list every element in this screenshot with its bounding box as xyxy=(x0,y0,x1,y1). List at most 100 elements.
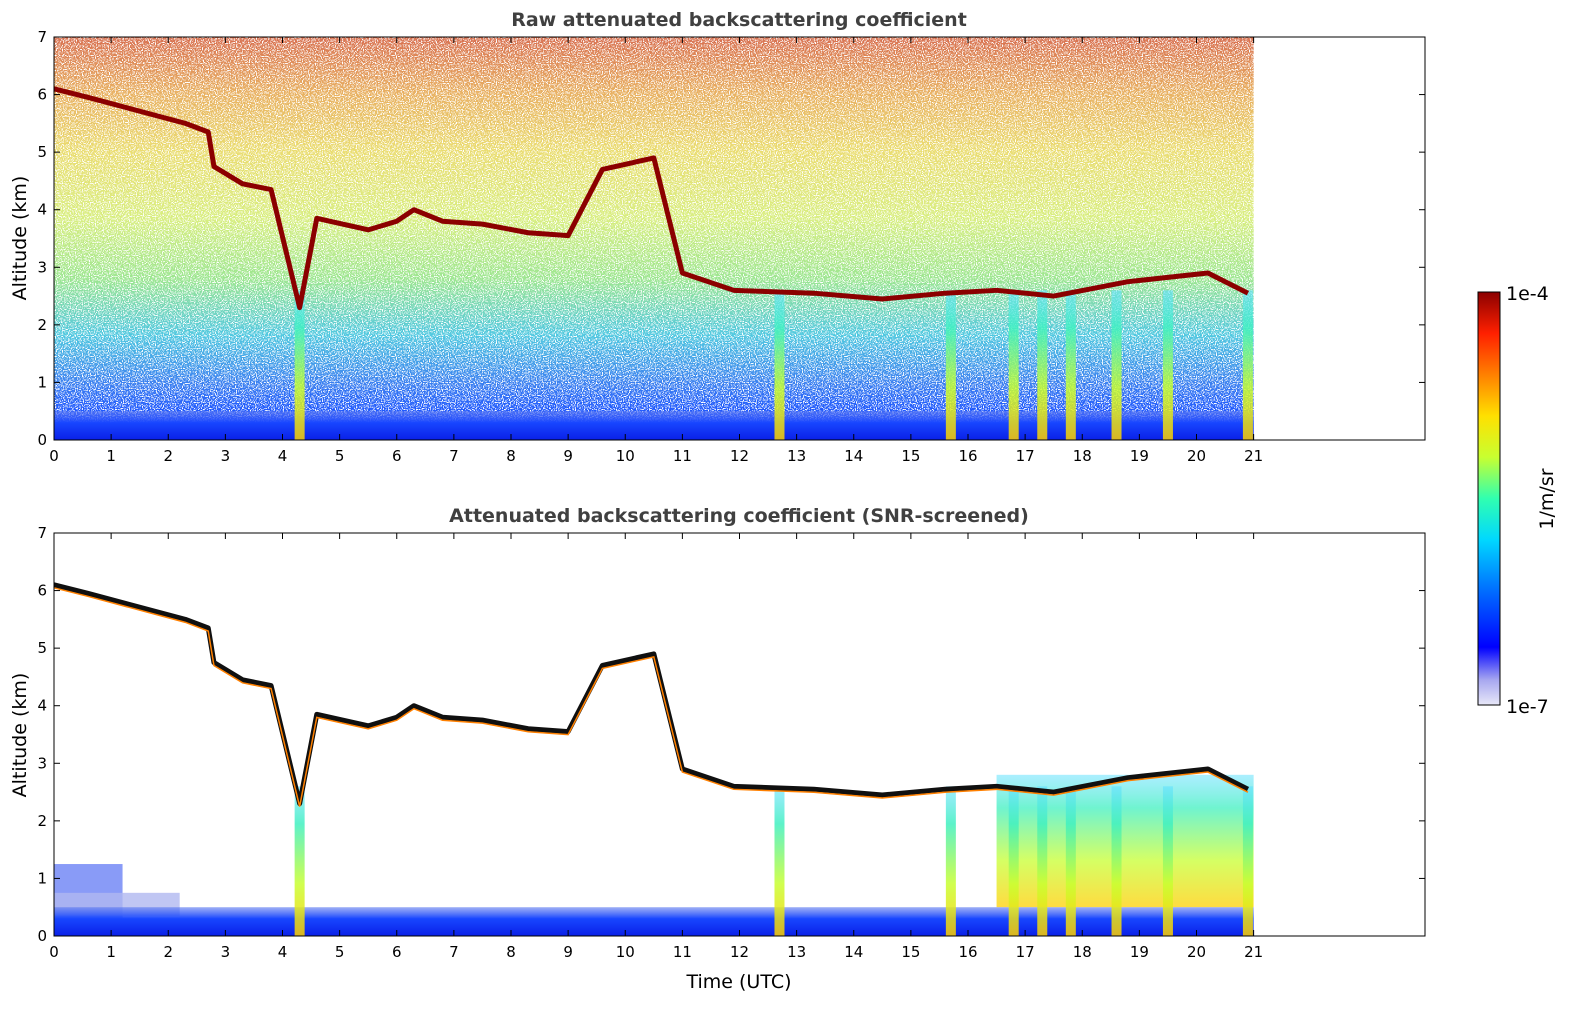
raw-backscatter-panel: Raw attenuated backscattering coefficien… xyxy=(9,9,1426,465)
x-tick-label: 21 xyxy=(1244,943,1263,961)
x-tick-label: 20 xyxy=(1187,447,1206,465)
boundary-layer xyxy=(54,411,1254,440)
x-tick-label: 9 xyxy=(563,943,573,961)
x-tick-label: 4 xyxy=(278,943,288,961)
vertical-feature xyxy=(945,290,956,440)
x-tick-label: 20 xyxy=(1187,943,1206,961)
vertical-feature xyxy=(1065,290,1076,440)
panel-title: Attenuated backscattering coefficient (S… xyxy=(449,505,1029,527)
x-tick-label: 21 xyxy=(1244,447,1263,465)
x-tick-label: 6 xyxy=(392,943,402,961)
y-tick-label: 2 xyxy=(37,316,47,334)
y-tick-label: 3 xyxy=(37,754,47,772)
vertical-feature xyxy=(1008,786,1019,936)
colorbar-min-label: 1e-7 xyxy=(1506,696,1549,718)
vertical-feature xyxy=(1065,786,1076,936)
x-tick-label: 19 xyxy=(1130,447,1149,465)
vertical-feature xyxy=(1037,290,1048,440)
colorbar-max-label: 1e-4 xyxy=(1506,283,1549,305)
noise-speckle xyxy=(54,37,1254,440)
x-tick-label: 2 xyxy=(163,447,173,465)
vertical-feature xyxy=(1111,786,1122,936)
x-tick-label: 5 xyxy=(335,943,345,961)
x-tick-label: 3 xyxy=(221,447,231,465)
x-tick-label: 11 xyxy=(673,447,692,465)
x-ticks: 0 1 2 3 4 5 6 7 8 9 10 11 12 13 14 15 16 17 18 19 20 21 xyxy=(49,37,1263,465)
x-tick-label: 10 xyxy=(616,447,635,465)
x-tick-label: 2 xyxy=(163,943,173,961)
x-tick-label: 19 xyxy=(1130,943,1149,961)
vertical-feature xyxy=(1162,786,1173,936)
x-tick-label: 17 xyxy=(1016,447,1035,465)
x-tick-label: 16 xyxy=(958,447,977,465)
x-tick-label: 12 xyxy=(730,447,749,465)
y-axis-label: Altitude (km) xyxy=(9,673,31,798)
boundary-layer xyxy=(54,907,1254,936)
vertical-feature xyxy=(294,290,305,440)
x-tick-label: 8 xyxy=(506,447,516,465)
x-tick-label: 0 xyxy=(49,943,59,961)
y-tick-label: 4 xyxy=(37,697,47,715)
colorbar-gradient xyxy=(1477,291,1501,706)
cloud-base-track-edge xyxy=(53,587,1249,807)
x-tick-label: 14 xyxy=(844,943,863,961)
x-tick-label: 13 xyxy=(787,447,806,465)
x-tick-label: 3 xyxy=(221,943,231,961)
x-tick-label: 12 xyxy=(730,943,749,961)
vertical-feature xyxy=(1008,290,1019,440)
x-tick-label: 15 xyxy=(901,943,920,961)
x-tick-label: 5 xyxy=(335,447,345,465)
y-tick-label: 0 xyxy=(37,927,47,945)
x-tick-label: 10 xyxy=(616,943,635,961)
x-tick-label: 8 xyxy=(506,943,516,961)
vertical-feature xyxy=(1242,290,1253,440)
y-tick-label: 0 xyxy=(37,431,47,449)
y-tick-label: 2 xyxy=(37,812,47,830)
x-tick-label: 18 xyxy=(1073,447,1092,465)
snr-screened-panel: Attenuated backscattering coefficient (S… xyxy=(9,505,1426,993)
y-tick-label: 7 xyxy=(37,524,47,542)
y-tick-label: 5 xyxy=(37,143,47,161)
y-tick-label: 7 xyxy=(37,28,47,46)
vertical-feature xyxy=(774,290,785,440)
vertical-feature xyxy=(945,786,956,936)
cloud-base-track xyxy=(53,582,1250,807)
y-tick-label: 5 xyxy=(37,639,47,657)
x-tick-label: 4 xyxy=(278,447,288,465)
y-tick-label: 4 xyxy=(37,201,47,219)
vertical-feature xyxy=(1162,290,1173,440)
heatmap-area xyxy=(53,37,1254,440)
vertical-feature xyxy=(1037,786,1048,936)
x-tick-label: 14 xyxy=(844,447,863,465)
x-axis-label: Time (UTC) xyxy=(685,971,791,993)
convective-cloud-region xyxy=(996,774,1254,908)
y-tick-label: 6 xyxy=(37,582,47,600)
plot-frame xyxy=(53,36,1426,441)
x-tick-label: 16 xyxy=(958,943,977,961)
x-tick-label: 9 xyxy=(563,447,573,465)
x-tick-label: 13 xyxy=(787,943,806,961)
x-tick-label: 17 xyxy=(1016,943,1035,961)
x-tick-label: 15 xyxy=(901,447,920,465)
y-tick-label: 1 xyxy=(37,373,47,391)
cloud-base-track xyxy=(53,86,1250,311)
colorbar-unit-label: 1/m/sr xyxy=(1536,468,1558,529)
colorbar: 1e-4 1e-7 1/m/sr xyxy=(1477,283,1558,718)
plot-frame xyxy=(53,532,1426,937)
vertical-feature xyxy=(294,786,305,936)
vertical-feature xyxy=(1242,786,1253,936)
y-tick-label: 6 xyxy=(37,86,47,104)
y-tick-label: 1 xyxy=(37,869,47,887)
x-tick-label: 6 xyxy=(392,447,402,465)
x-tick-label: 7 xyxy=(449,943,459,961)
x-tick-label: 11 xyxy=(673,943,692,961)
panel-title: Raw attenuated backscattering coefficien… xyxy=(511,9,967,31)
x-tick-label: 1 xyxy=(106,447,116,465)
vertical-feature xyxy=(774,786,785,936)
x-tick-label: 1 xyxy=(106,943,116,961)
x-tick-label: 7 xyxy=(449,447,459,465)
y-ticks: 0 1 2 3 4 5 6 7 xyxy=(37,28,1425,449)
x-ticks: 0 1 2 3 4 5 6 7 8 9 10 11 12 13 14 15 16 17 18 19 20 21 xyxy=(49,533,1263,961)
vertical-feature xyxy=(1111,290,1122,440)
